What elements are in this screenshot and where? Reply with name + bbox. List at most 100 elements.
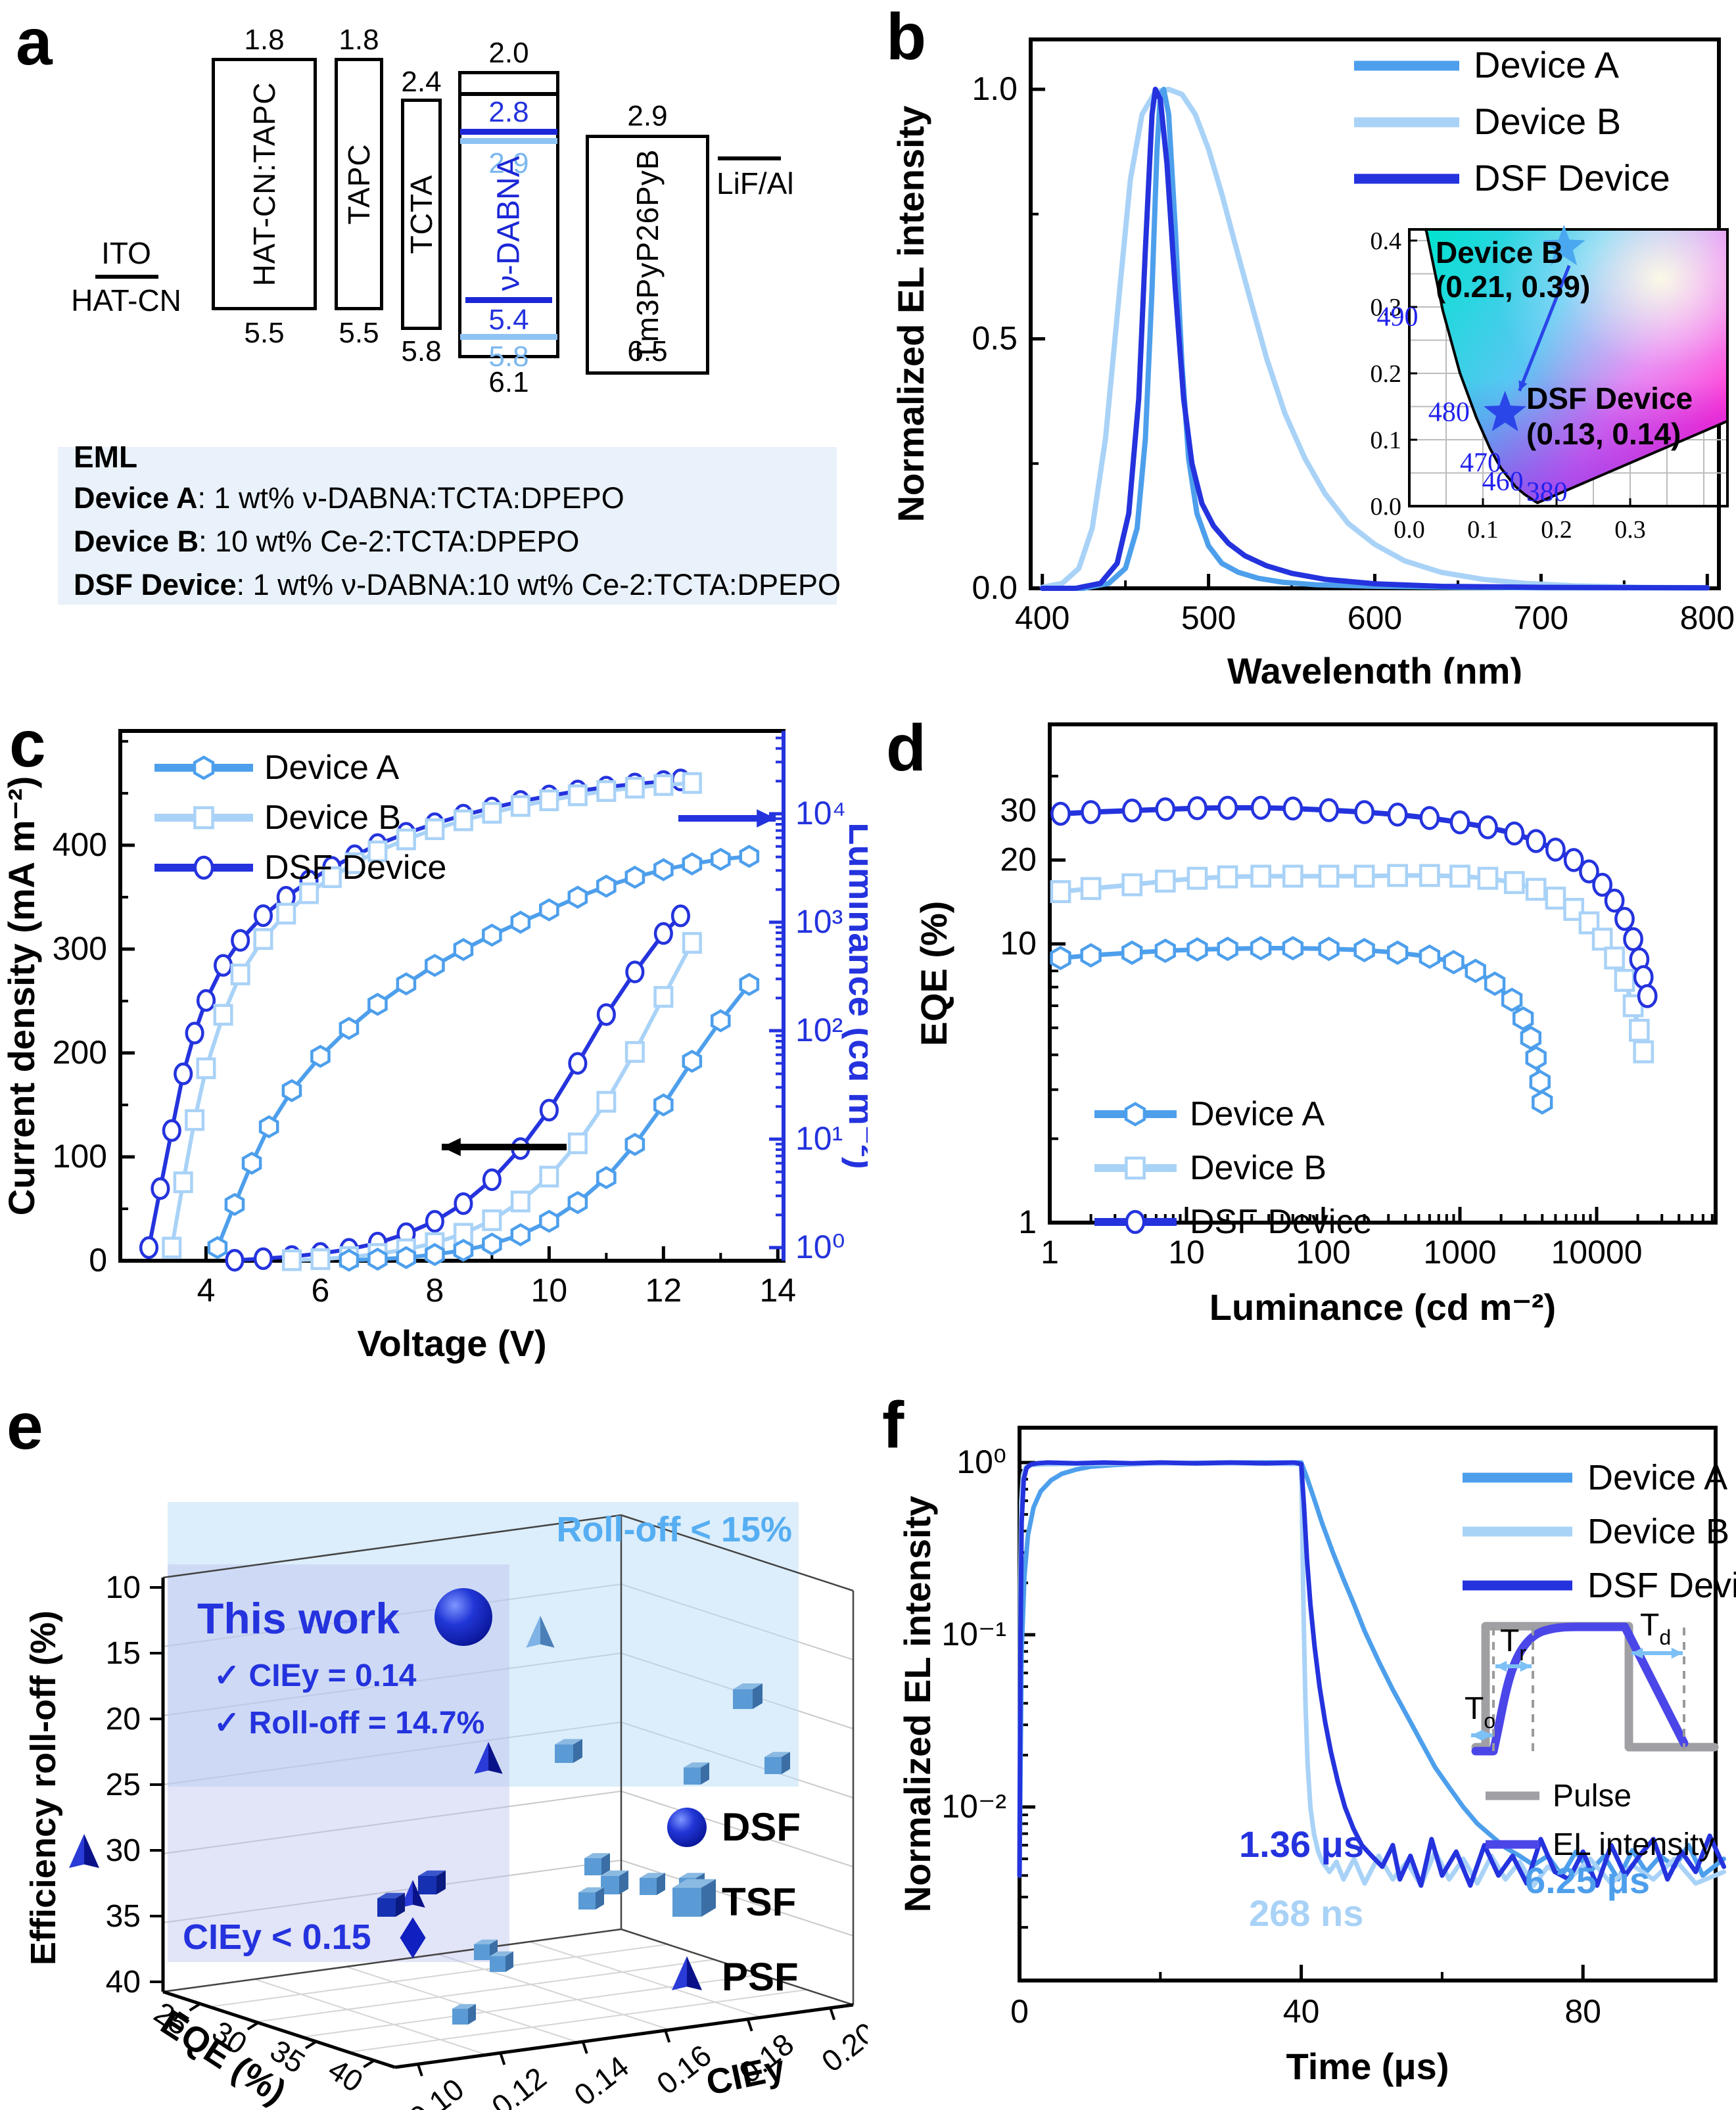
panel-b: b 400 500 600 700 800 0.0 0.5 1.0 Wavelength (nm… <box>868 0 1736 692</box>
cube-top <box>555 1739 582 1745</box>
marker-J-B <box>281 1249 302 1271</box>
device-b-cie-label: Device B <box>1436 235 1563 270</box>
marker-J-DSF <box>253 1247 273 1271</box>
y-tick-label: 10⁻¹ <box>941 1616 1006 1653</box>
legend-marker <box>193 755 215 780</box>
x-tick-label: 1 <box>1041 1234 1059 1271</box>
marker-L-DSF <box>151 1177 170 1200</box>
marker-J-A <box>596 1165 617 1190</box>
eml-row-device-b: Device B: 10 wt% Ce-2:TCTA:DPEPO <box>74 525 580 558</box>
tr-arrow-head <box>1495 1660 1507 1672</box>
dsf-star <box>1484 390 1526 432</box>
x-axis-title: Luminance (cd m⁻²) <box>1209 1286 1556 1328</box>
yl-axis-title: Current density (mA m⁻²) <box>1 776 42 1215</box>
cube-front <box>584 1858 601 1875</box>
marker-EQE-A <box>1443 950 1465 975</box>
marker-EQE-DSF <box>1217 795 1238 820</box>
floor-grid <box>348 1989 807 2053</box>
marker-J-DSF <box>454 1192 473 1215</box>
ciey-tick-label: 0.20 <box>815 2015 868 2078</box>
tr-label: Tr <box>1500 1624 1526 1665</box>
legend-label: Device A <box>1190 1095 1325 1133</box>
transient-el-chart: 0 40 80 10⁰ 10⁻¹ 10⁻² Time (μs) Normalized EL i… <box>897 1426 1736 2087</box>
cube-front <box>377 1898 396 1917</box>
marker-EQE-A <box>1386 940 1409 965</box>
marker-J-DSF <box>568 1052 588 1075</box>
lumo-tcta: 2.4 <box>401 66 442 98</box>
z-tick-label: 20 <box>106 1702 141 1737</box>
marker-EQE-B <box>1477 866 1499 890</box>
y-tick-label: 30 <box>1000 792 1037 829</box>
yl-tick-label: 0 <box>89 1242 107 1278</box>
marker-EQE-DSF <box>1282 796 1303 821</box>
marker-EQE-A <box>1529 1069 1551 1094</box>
marker-L-A <box>596 874 617 898</box>
z-tick-label: 35 <box>106 1899 141 1934</box>
marker-L-DSF <box>185 1021 204 1044</box>
x-tick-label: 6 <box>312 1272 330 1309</box>
cube-side <box>573 1739 582 1763</box>
marker-EQE-B <box>1628 1018 1650 1042</box>
el-spectra-chart: 400 500 600 700 800 0.0 0.5 1.0 Wavelength (nm) N… <box>890 37 1735 692</box>
wavelength-label: 460 <box>1482 467 1524 497</box>
ciey-check-label: ✓ CIEy = 0.14 <box>214 1658 417 1693</box>
marker-L-DSF <box>174 1062 193 1085</box>
marker-L-A <box>339 1016 360 1041</box>
marker-L-A <box>510 910 531 934</box>
x-tick-label: 600 <box>1348 599 1402 636</box>
marker-L-A <box>258 1115 279 1138</box>
tr-arrow-head <box>1520 1660 1532 1672</box>
marker-EQE-B <box>1633 1040 1654 1064</box>
marker-EQE-A <box>1121 940 1143 965</box>
eml-level-54 <box>465 297 552 303</box>
frame-edge <box>621 1928 854 2006</box>
legend-marker <box>193 855 214 880</box>
y-tick-label: 0.0 <box>972 569 1018 606</box>
marker-L-B <box>213 1004 233 1026</box>
spectral-locus <box>1424 227 1539 504</box>
marker-EQE-A <box>1484 971 1506 996</box>
marker-EQE-A <box>1186 937 1208 962</box>
dsf-cie-coords: (0.13, 0.14) <box>1526 417 1681 451</box>
marker-L-A <box>367 993 388 1016</box>
marker-EQE-A <box>1217 936 1238 962</box>
cube-side <box>753 1683 762 1709</box>
marker-EQE-A <box>1520 1025 1542 1050</box>
marker-EQE-B <box>1604 947 1625 970</box>
hatcn-label: HAT-CN <box>71 283 181 317</box>
marker-EQE-DSF <box>1121 798 1142 823</box>
marker-J-A <box>567 1190 588 1215</box>
main: T <box>1465 1691 1484 1726</box>
marker-L-B <box>344 852 365 874</box>
eqe-tick <box>304 2040 317 2050</box>
cube-front <box>672 1888 701 1917</box>
panel-b-letter: b <box>886 0 927 74</box>
pyramid-right <box>540 1616 555 1648</box>
z-tick-label: 10 <box>106 1570 141 1605</box>
marker-L-A <box>624 865 645 889</box>
legend-label: Device A <box>264 749 400 787</box>
marker-EQE-DSF <box>1563 848 1584 872</box>
marker-L-B <box>230 963 250 985</box>
marker-J-DSF <box>539 1098 559 1122</box>
series-Device B <box>1039 86 1710 591</box>
cie-color-region <box>1425 229 1727 503</box>
eml-homo-58: 5.8 <box>488 340 529 373</box>
this-work-label: This work <box>197 1594 400 1643</box>
ciey-tick <box>664 2030 671 2043</box>
td-arrow-head <box>1671 1647 1683 1659</box>
legend-label: Device B <box>1190 1149 1326 1187</box>
legend-label: DSF Device <box>264 849 446 887</box>
eml-level-29 <box>460 138 557 144</box>
marker-EQE-DSF <box>1155 797 1176 822</box>
cube-side <box>701 1879 716 1917</box>
marker-L-A <box>653 858 674 881</box>
legend-marker <box>1124 1102 1146 1127</box>
x-axis-title: Voltage (V) <box>357 1323 546 1364</box>
inset-y-label: 0.1 <box>1371 427 1402 454</box>
z-tick-label: 40 <box>106 1965 141 2000</box>
yl-tick-label: 400 <box>53 826 107 863</box>
marker-EQE-B <box>1545 886 1566 910</box>
eqe-axis <box>162 1990 396 2069</box>
